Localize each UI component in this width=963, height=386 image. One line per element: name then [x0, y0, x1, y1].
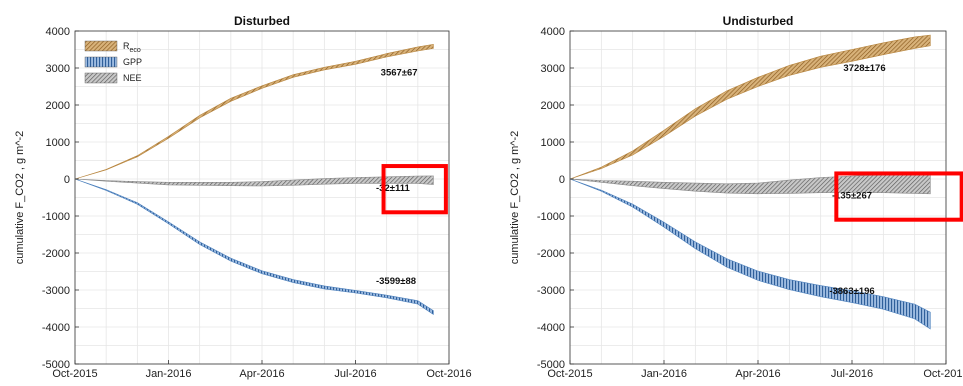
highlight-box — [834, 171, 963, 222]
x-tick-label: Oct-2016 — [426, 368, 471, 380]
legend-label-subscript: eco — [130, 47, 141, 54]
chart-panel-undisturbed: 4000 3000 2000 1000 0 -1000 -2000 -3000 -4000 -50… — [509, 14, 963, 380]
y-tick-label: 1000 — [46, 137, 70, 149]
y-tick-label: 3000 — [46, 63, 70, 75]
value-annotation: -3599±88 — [376, 276, 416, 287]
x-tick-label: Oct-2016 — [923, 368, 963, 380]
series-band-reco — [569, 34, 931, 180]
series-band-nee — [74, 175, 434, 187]
y-tick-label: -4000 — [42, 322, 70, 334]
chart-title: Undisturbed — [723, 14, 794, 28]
y-tick-label: 4000 — [541, 26, 565, 38]
y-tick-label: 3000 — [541, 63, 565, 75]
legend-label-text: GPP — [123, 57, 142, 67]
y-tick-label: -3000 — [537, 285, 565, 297]
y-tick-label: -4000 — [537, 322, 565, 334]
x-tick-label: Oct-2015 — [547, 368, 592, 380]
x-tick-label: Jan-2016 — [146, 368, 192, 380]
legend-label-text: NEE — [123, 73, 142, 83]
x-tick-label: Apr-2016 — [239, 368, 284, 380]
value-annotation: 3567±67 — [381, 67, 418, 78]
chart-panel-disturbed: 4000 3000 2000 1000 0 -1000 -2000 -3000 -4000 -50… — [14, 14, 472, 380]
y-tick-label: -5000 — [537, 359, 565, 371]
legend-label-text: R — [123, 41, 130, 51]
series-band-gpp — [74, 178, 434, 315]
legend-swatch-nee — [84, 72, 118, 84]
y-tick-label: -2000 — [42, 248, 70, 260]
y-tick-label: -3000 — [42, 285, 70, 297]
x-tick-label: Oct-2015 — [52, 368, 97, 380]
y-tick-label: -2000 — [537, 248, 565, 260]
y-tick-label: 4000 — [46, 26, 70, 38]
y-tick-label: -5000 — [42, 359, 70, 371]
legend: Reco GPP NEE — [84, 40, 142, 84]
legend-label: Reco — [123, 41, 141, 54]
y-tick-label: -1000 — [537, 211, 565, 223]
value-annotation: 3728±176 — [843, 63, 885, 74]
grid — [74, 30, 450, 365]
series-band-nee — [569, 173, 931, 195]
y-tick-label: 2000 — [46, 100, 70, 112]
series-band-gpp — [569, 178, 931, 330]
y-tick-label: 1000 — [541, 137, 565, 149]
x-tick-label: Jul-2016 — [334, 368, 376, 380]
series-band-reco — [74, 43, 434, 180]
y-tick-label: 0 — [559, 174, 565, 186]
y-axis-label: cumulative F_CO2 , g m^-2 — [14, 131, 26, 265]
legend-swatch-gpp — [84, 56, 118, 68]
y-tick-label: 0 — [64, 174, 70, 186]
legend-swatch-r — [84, 40, 118, 52]
highlight-box — [381, 164, 448, 215]
y-axis-label: cumulative F_CO2 , g m^-2 — [509, 131, 521, 265]
y-tick-label: 2000 — [541, 100, 565, 112]
x-tick-label: Jul-2016 — [831, 368, 873, 380]
value-annotation: -32±111 — [376, 183, 410, 194]
x-tick-label: Apr-2016 — [735, 368, 780, 380]
value-annotation: -135±267 — [832, 191, 872, 202]
legend-label: GPP — [123, 57, 142, 67]
y-tick-label: -1000 — [42, 211, 70, 223]
legend-label: NEE — [123, 73, 142, 83]
x-tick-label: Jan-2016 — [641, 368, 687, 380]
chart-title: Disturbed — [234, 14, 290, 28]
value-annotation: -3863±196 — [829, 286, 874, 297]
